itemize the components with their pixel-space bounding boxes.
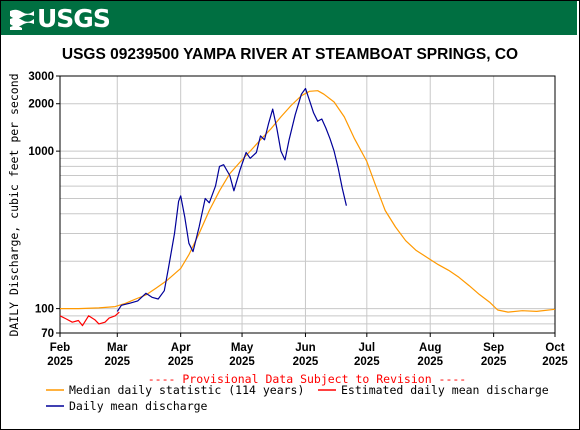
x-tick-month: Mar (107, 342, 128, 354)
x-tick-month: Oct (545, 342, 564, 354)
provisional-note: ---- Provisional Data Subject to Revisio… (148, 372, 467, 386)
grid-lines (59, 75, 556, 334)
x-tick-month: Feb (50, 342, 70, 354)
series-layer (59, 87, 556, 327)
y-axis-label: DAILY Discharge, cubic feet per second (7, 73, 21, 336)
usgs-logo-text: USGS (37, 4, 111, 33)
x-tick-month: Jul (359, 342, 376, 354)
x-tick-year: 2025 (104, 356, 130, 368)
legend-median-label: Median daily statistic (114 years) (69, 383, 304, 397)
daily-mean-discharge-line (116, 87, 347, 312)
x-axis-ticks: Feb 2025 Mar 2025 Apr 2025 May 2025 Jun 2025 Jul 20… (47, 333, 568, 368)
usgs-banner: USGS (1, 1, 577, 35)
y-tick-label: 1000 (28, 146, 54, 158)
legend: Median daily statistic (114 years) Estima… (46, 383, 549, 413)
x-tick-year: 2025 (168, 356, 194, 368)
y-axis-ticks: 70 100 1000 2000 3000 (28, 71, 60, 340)
estimated-daily-mean-line (59, 311, 120, 327)
legend-estimated-label: Estimated daily mean discharge (341, 383, 549, 397)
x-tick-year: 2025 (481, 356, 507, 368)
x-tick-month: Sep (483, 342, 504, 354)
y-tick-label: 3000 (28, 71, 54, 83)
x-tick-month: Aug (419, 342, 441, 354)
median-daily-statistic-line (60, 90, 556, 313)
y-tick-label: 70 (41, 328, 54, 340)
chart-title: USGS 09239500 YAMPA RIVER AT STEAMBOAT S… (62, 46, 518, 63)
usgs-wave-icon (10, 9, 34, 30)
x-tick-month: May (231, 342, 254, 354)
x-tick-month: Jun (295, 342, 315, 354)
x-tick-year: 2025 (354, 356, 380, 368)
y-tick-label: 100 (35, 304, 54, 316)
legend-daily-mean-label: Daily mean discharge (69, 399, 208, 413)
x-tick-year: 2025 (293, 356, 319, 368)
x-tick-year: 2025 (229, 356, 255, 368)
plot-area (59, 75, 556, 334)
y-tick-label: 2000 (28, 99, 54, 111)
x-tick-year: 2025 (417, 356, 443, 368)
x-tick-year: 2025 (47, 356, 73, 368)
x-tick-year: 2025 (542, 356, 568, 368)
x-tick-month: Apr (171, 342, 191, 354)
